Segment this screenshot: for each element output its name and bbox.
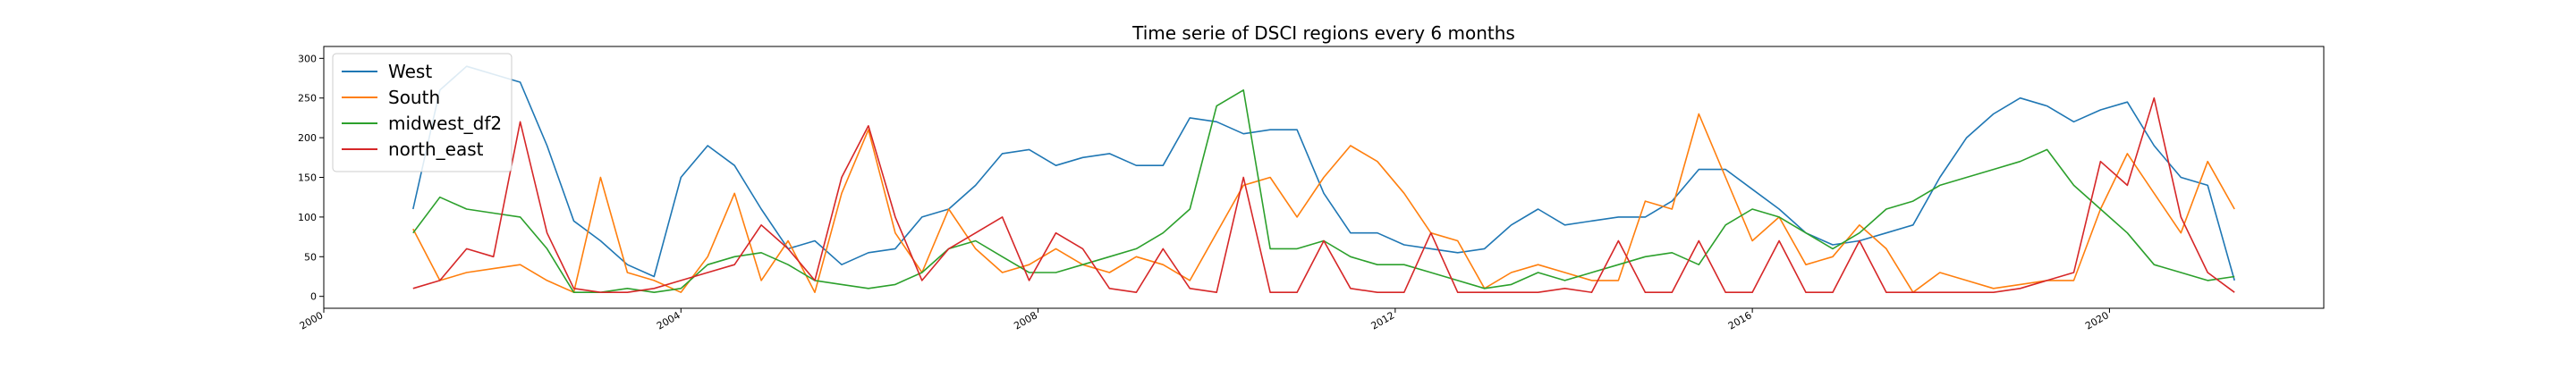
legend-label-north-east: north_east [388,138,484,160]
chart-title: Time serie of DSCI regions every 6 month… [1131,22,1515,44]
legend-label-midwest-df2: midwest_df2 [388,113,502,134]
y-tick-label: 200 [298,132,317,144]
y-tick-label: 100 [298,212,317,223]
series-line-South [412,113,2235,294]
legend: West South midwest_df2 north_east [332,53,513,172]
x-tick-label: 2004 [655,309,682,331]
series-line-midwest-df2 [412,89,2235,294]
x-tick-label: 2020 [2083,309,2111,331]
x-tick-label: 2012 [1369,309,1397,331]
y-tick-label: 0 [310,291,317,303]
y-tick-label: 150 [298,172,317,184]
y-tick-label: 250 [298,93,317,105]
x-tick-label: 2000 [298,309,326,331]
legend-box [332,53,513,172]
x-tick-label: 2016 [1726,309,1754,331]
series-line-West [412,65,2235,281]
legend-label-South: South [388,87,440,108]
series-line-north-east [412,96,2235,294]
legend-label-West: West [388,61,432,82]
series-layer [412,65,2235,294]
y-tick-label: 50 [304,251,317,263]
y-tick-label: 300 [298,53,317,64]
x-tick-label: 2008 [1012,309,1039,331]
